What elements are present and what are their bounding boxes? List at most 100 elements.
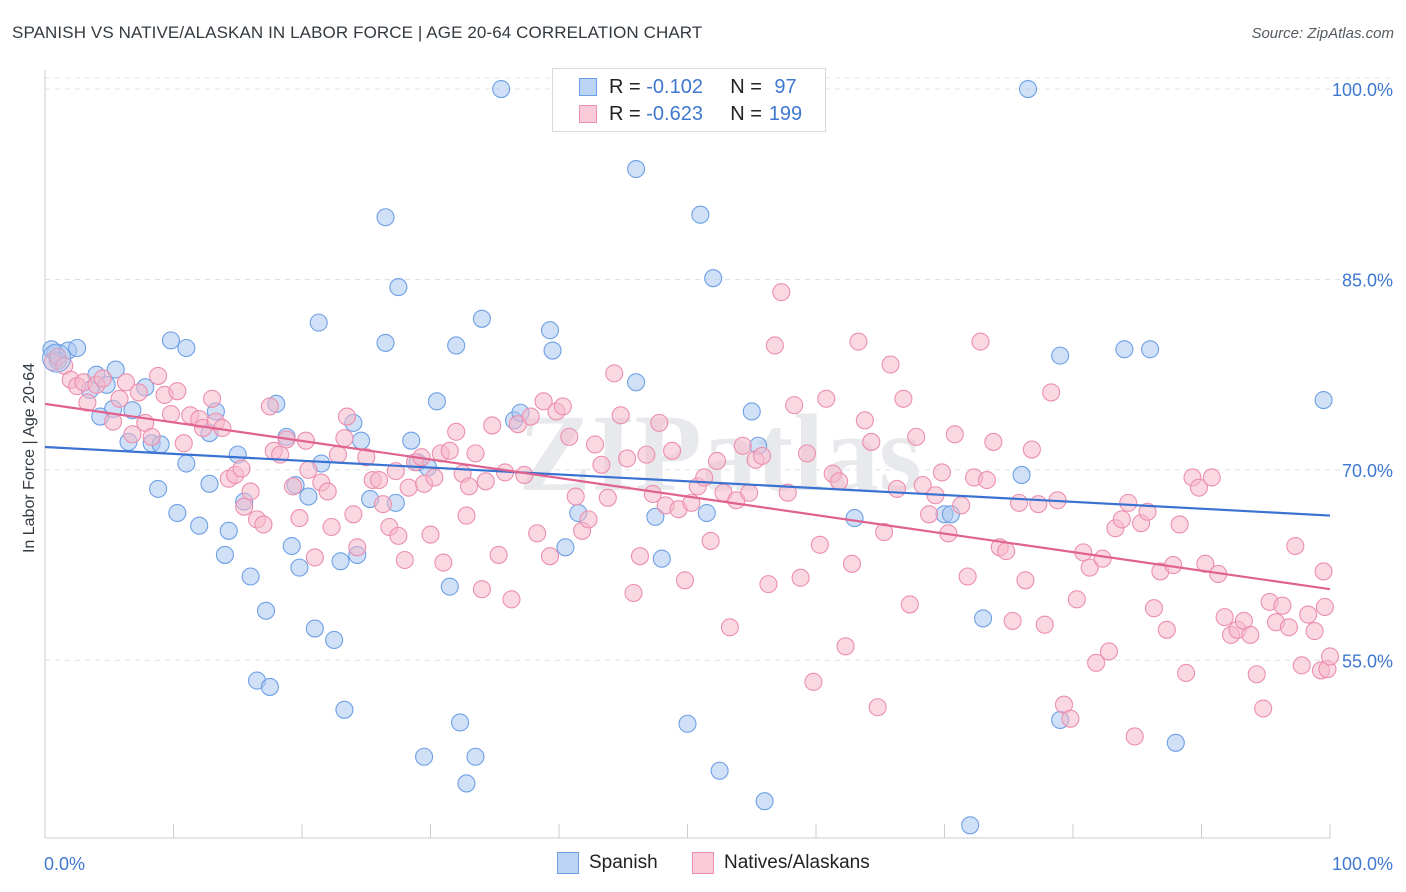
point-natives: [337, 407, 357, 426]
point-natives: [752, 446, 772, 465]
bottom-legend-label-spanish: Spanish: [589, 852, 658, 873]
point-natives: [1241, 625, 1260, 644]
point-natives: [1080, 558, 1099, 577]
source-label: Source: ZipAtlas.com: [1251, 25, 1394, 42]
legend-n-label: N =: [730, 102, 762, 125]
point-spanish: [177, 454, 196, 473]
point-spanish: [309, 313, 328, 332]
trend-lines: [44, 402, 1331, 591]
point-natives: [759, 575, 778, 594]
point-natives: [335, 429, 354, 448]
point-natives: [260, 397, 279, 416]
point-natives: [1286, 536, 1305, 556]
point-spanish: [691, 205, 710, 224]
point-natives: [290, 509, 309, 528]
point-natives: [1087, 653, 1106, 672]
point-spanish: [106, 360, 125, 379]
point-natives: [123, 425, 142, 444]
legend-row-natives: R = -0.623 N = 199: [579, 101, 804, 127]
bottom-legend-swatch-spanish: [557, 852, 579, 874]
point-spanish: [241, 567, 260, 586]
legend-r-label: R =: [609, 102, 641, 125]
point-spanish: [427, 392, 446, 411]
trend-line-natives: [44, 402, 1331, 591]
chart-title: SPANISH VS NATIVE/ALASKAN IN LABOR FORCE…: [12, 23, 703, 42]
point-natives: [1247, 665, 1266, 684]
legend-swatch-natives: [579, 105, 597, 123]
point-natives: [740, 483, 759, 502]
point-natives: [810, 535, 829, 554]
point-natives: [630, 547, 650, 566]
y-tick-label: 85.0%: [1342, 270, 1393, 290]
point-natives: [434, 553, 453, 572]
point-natives: [142, 427, 161, 446]
point-natives: [399, 478, 418, 497]
point-natives: [78, 393, 97, 412]
point-spanish: [627, 159, 646, 179]
point-natives: [1189, 478, 1208, 497]
point-spanish: [376, 208, 395, 227]
point-spanish: [168, 503, 187, 523]
point-natives: [521, 407, 540, 426]
point-natives: [1292, 656, 1311, 675]
point-natives: [1022, 440, 1041, 459]
point-natives: [997, 542, 1016, 561]
point-spanish: [1314, 390, 1333, 410]
legend: R = -0.102 N = 97 R = -0.623 N = 199: [552, 68, 826, 132]
x-tick-label-start: 0.0%: [44, 854, 85, 874]
point-natives: [373, 495, 393, 514]
point-natives: [1029, 495, 1048, 514]
point-cluster: [42, 343, 72, 373]
point-natives: [502, 590, 521, 609]
point-natives: [566, 487, 585, 506]
point-natives: [1305, 622, 1324, 641]
point-natives: [977, 470, 996, 490]
point-natives: [1099, 642, 1119, 661]
point-spanish: [646, 507, 665, 526]
trend-line-spanish: [44, 445, 1331, 517]
point-natives: [149, 366, 168, 385]
y-tick-label: 70.0%: [1342, 461, 1393, 481]
point-natives: [720, 618, 739, 637]
point-spanish: [325, 630, 344, 650]
point-natives: [675, 571, 694, 590]
x-tick-label-end: 100.0%: [1332, 854, 1393, 874]
point-natives: [907, 427, 926, 446]
bottom-legend-natives: Natives/Alaskans: [692, 852, 870, 874]
point-natives: [395, 550, 414, 570]
point-natives: [1093, 549, 1112, 568]
point-natives: [344, 505, 363, 524]
point-natives: [1215, 608, 1234, 627]
legend-row-spanish: R = -0.102 N = 97: [579, 74, 804, 100]
point-natives: [232, 459, 251, 478]
point-natives: [1119, 493, 1138, 512]
point-natives: [862, 432, 881, 451]
point-natives: [817, 389, 836, 408]
point-spanish: [556, 538, 575, 557]
point-spanish: [376, 333, 395, 352]
point-spanish: [389, 278, 408, 297]
point-spanish: [335, 700, 354, 719]
point-natives: [875, 523, 894, 542]
point-natives: [1315, 597, 1334, 617]
point-spanish: [161, 331, 180, 350]
point-natives: [605, 364, 624, 383]
legend-n-value-natives: 199: [768, 102, 803, 125]
point-spanish: [742, 402, 761, 421]
point-natives: [663, 441, 682, 460]
point-spanish: [973, 609, 993, 628]
point-spanish: [1166, 733, 1185, 752]
point-spanish: [447, 336, 466, 355]
point-natives: [299, 460, 318, 479]
point-spanish: [200, 474, 219, 493]
point-natives: [161, 404, 180, 424]
point-natives: [1299, 605, 1318, 624]
point-natives: [1144, 599, 1164, 618]
point-natives: [894, 389, 913, 408]
point-natives: [1003, 611, 1022, 630]
point-spanish: [190, 516, 209, 535]
point-natives: [900, 595, 919, 614]
point-natives: [1273, 596, 1292, 615]
point-natives: [1202, 468, 1221, 487]
point-natives: [932, 463, 951, 482]
